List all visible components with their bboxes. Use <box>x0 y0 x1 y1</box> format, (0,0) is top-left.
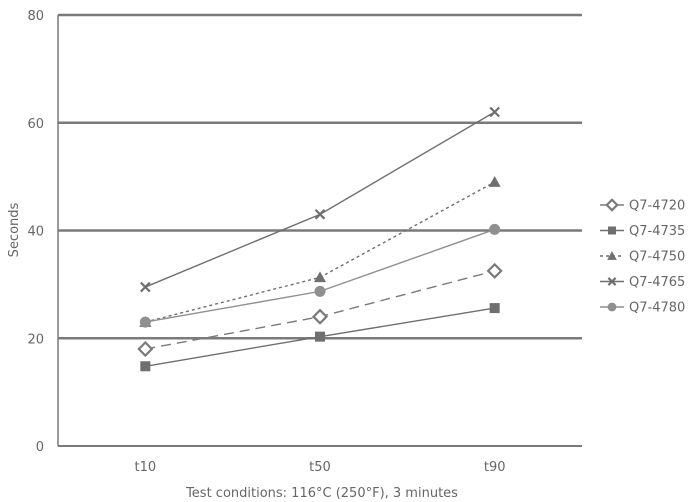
series-Q7-4765 <box>140 106 500 293</box>
legend-label-Q7-4765: Q7-4765 <box>629 275 685 290</box>
data-point-Q7-4720-t90 <box>486 262 503 279</box>
y-tick-label-40: 40 <box>27 225 44 240</box>
data-point-Q7-4765-t10 <box>140 281 151 293</box>
data-point-Q7-4765-t90 <box>489 106 500 118</box>
legend-label-Q7-4735: Q7-4735 <box>629 224 685 239</box>
axes <box>57 15 582 447</box>
data-point-Q7-4735-t90 <box>489 303 500 314</box>
legend-marker-Q7-4780 <box>607 302 617 312</box>
data-point-Q7-4720-t10 <box>137 340 154 358</box>
y-tick-label-80: 80 <box>27 9 44 24</box>
data-point-Q7-4735-t10 <box>140 361 151 372</box>
data-point-Q7-4720-t50 <box>311 308 329 325</box>
legend-item-Q7-4750: Q7-4750 <box>600 250 685 265</box>
legend-marker-Q7-4765 <box>607 277 617 286</box>
y-tick-label-60: 60 <box>27 117 44 132</box>
y-tick-labels: 0 20 40 60 80 <box>27 9 44 455</box>
legend-item-Q7-4780: Q7-4780 <box>600 301 685 316</box>
data-point-Q7-4780-t50 <box>314 285 326 297</box>
legend-label-Q7-4750: Q7-4750 <box>629 250 685 265</box>
legend-marker-Q7-4720 <box>605 198 619 212</box>
legend-marker-Q7-4750 <box>607 251 617 260</box>
legend-item-Q7-4735: Q7-4735 <box>600 224 685 239</box>
series-group <box>137 106 503 372</box>
data-point-Q7-4780-t90 <box>489 223 501 235</box>
x-tick-label-t50: t50 <box>309 460 331 475</box>
data-point-Q7-4780-t10 <box>139 316 151 328</box>
x-tick-label-t90: t90 <box>484 460 506 475</box>
legend: Q7-4720 Q7-4735 Q7-4750 Q7-4765 Q7-4780 <box>600 198 685 316</box>
legend-item-Q7-4720: Q7-4720 <box>600 198 685 214</box>
series-Q7-4720 <box>137 262 503 358</box>
y-tick-label-0: 0 <box>36 440 44 455</box>
x-tick-labels: t10 t50 t90 <box>135 460 506 475</box>
data-point-Q7-4765-t50 <box>314 209 326 220</box>
series-line-Q7-4765 <box>145 111 496 288</box>
series-Q7-4780 <box>139 223 501 328</box>
x-axis-label: Test conditions: 116°C (250°F), 3 minute… <box>185 486 458 501</box>
y-axis-label: Seconds <box>7 202 22 257</box>
data-point-Q7-4750-t50 <box>314 271 326 283</box>
data-point-Q7-4750-t90 <box>488 176 501 187</box>
series-line-Q7-4750 <box>145 181 496 323</box>
legend-label-Q7-4720: Q7-4720 <box>629 199 685 214</box>
series-Q7-4750 <box>139 176 501 327</box>
y-tick-label-20: 20 <box>27 332 44 347</box>
data-point-Q7-4735-t50 <box>315 331 325 342</box>
legend-marker-Q7-4735 <box>608 226 616 235</box>
legend-item-Q7-4765: Q7-4765 <box>600 275 685 290</box>
legend-label-Q7-4780: Q7-4780 <box>629 301 685 316</box>
x-tick-label-t10: t10 <box>135 460 157 475</box>
series-Q7-4735 <box>140 303 500 372</box>
